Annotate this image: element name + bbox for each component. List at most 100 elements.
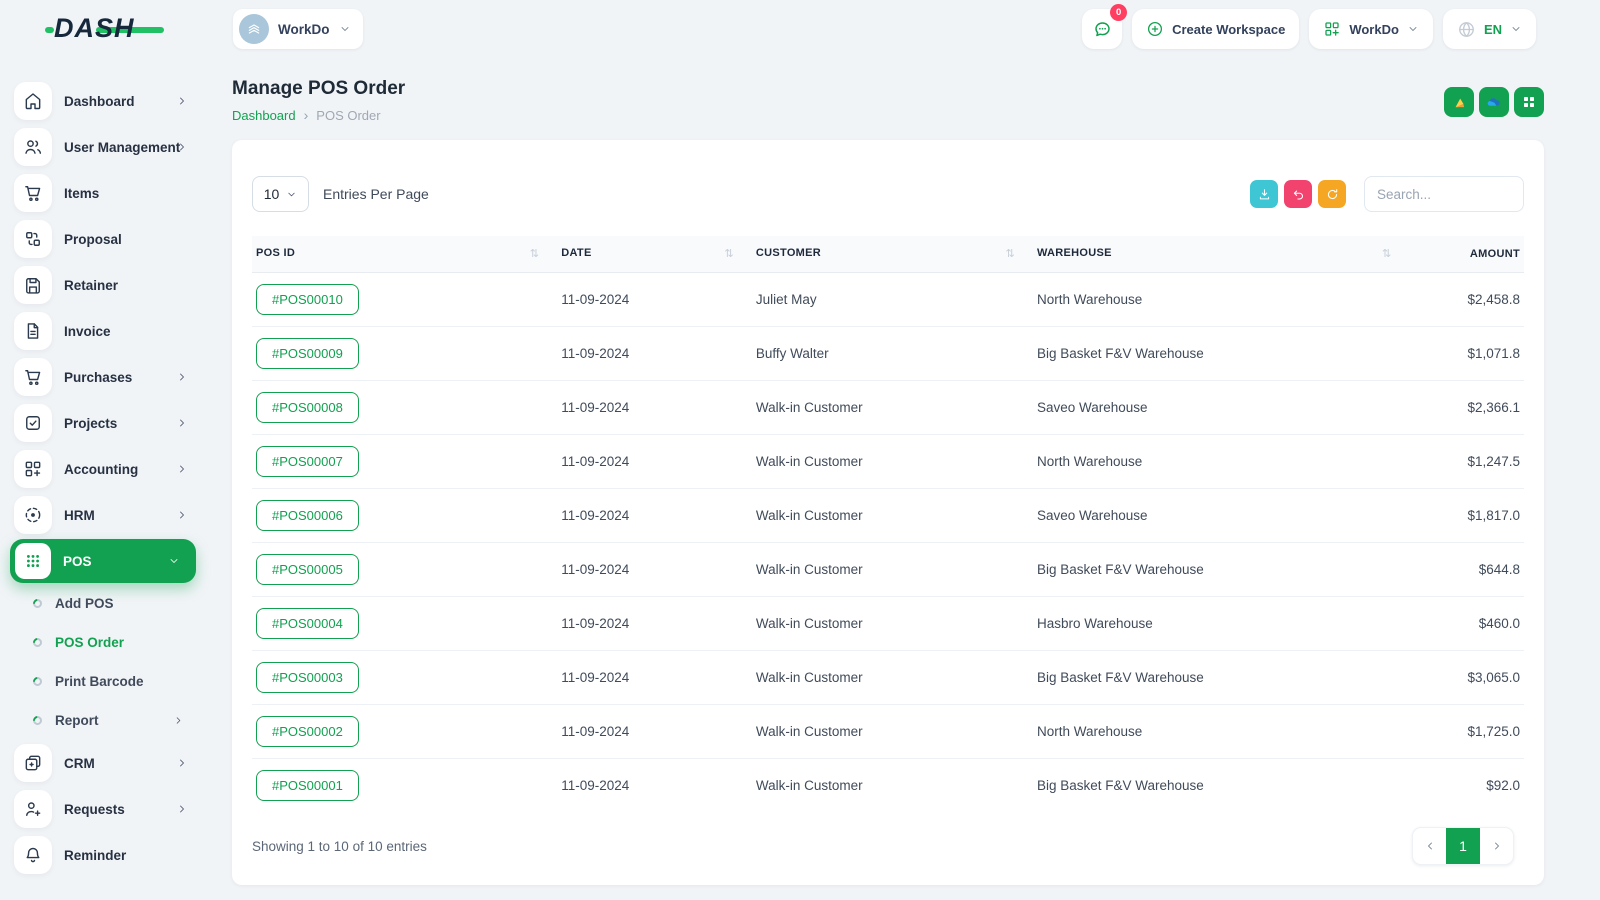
language-selector-button[interactable]: EN: [1442, 9, 1536, 49]
chat-icon: [1094, 21, 1110, 36]
messages-button[interactable]: 0: [1082, 4, 1128, 49]
sort-icon[interactable]: ⇅: [1381, 248, 1392, 261]
onedrive-button[interactable]: [1479, 87, 1509, 117]
pagination-prev-button[interactable]: [1413, 828, 1446, 864]
sidebar-subitem-add-pos[interactable]: Add POS: [0, 584, 210, 623]
target-icon: [14, 496, 52, 534]
workspace-avatar: [239, 14, 269, 44]
sidebar-subitem-pos-order[interactable]: POS Order: [0, 623, 210, 662]
drive-icon: [1455, 98, 1464, 107]
table-row: #POS00006 11-09-2024 Walk-in Customer Sa…: [252, 487, 1524, 542]
cell-warehouse: Big Basket F&V Warehouse: [1032, 649, 1410, 704]
table-body: #POS00010 11-09-2024 Juliet May North Wa…: [252, 271, 1524, 812]
pos-id-link[interactable]: #POS00009: [256, 337, 359, 369]
column-header-amount[interactable]: AMOUNT: [1409, 236, 1524, 272]
sidebar-item-hrm[interactable]: HRM: [0, 492, 210, 538]
layers-icon: [14, 744, 52, 782]
chevron-down-icon: [170, 559, 178, 563]
chevron-down-icon: [288, 192, 295, 196]
cell-warehouse: Saveo Warehouse: [1032, 379, 1410, 434]
sidebar-item-proposal[interactable]: Proposal: [0, 216, 210, 262]
app-selector-button[interactable]: WorkDo: [1309, 9, 1433, 49]
breadcrumb-dashboard-link[interactable]: Dashboard: [232, 107, 296, 123]
cell-amount: $1,817.0: [1409, 487, 1524, 542]
logo-accent-bar: [96, 27, 164, 33]
sidebar-item-items[interactable]: Items: [0, 170, 210, 216]
column-header-warehouse[interactable]: WAREHOUSE ⇅: [1032, 236, 1410, 272]
create-workspace-label: Create Workspace: [1172, 21, 1286, 37]
cell-date: 11-09-2024: [557, 379, 752, 434]
entries-per-page-select[interactable]: 10: [252, 176, 309, 212]
sidebar-item-crm[interactable]: CRM: [0, 740, 210, 786]
chevron-left-icon: [1427, 842, 1432, 850]
chevron-right-icon: [180, 759, 184, 767]
export-button[interactable]: [1250, 180, 1278, 208]
column-header-date[interactable]: DATE ⇅: [557, 236, 752, 272]
table-row: #POS00005 11-09-2024 Walk-in Customer Bi…: [252, 541, 1524, 596]
cell-amount: $1,071.8: [1409, 325, 1524, 380]
sidebar-subitem-report[interactable]: Report: [0, 701, 210, 740]
sidebar-item-user-management[interactable]: User Management: [0, 124, 210, 170]
google-drive-button[interactable]: [1444, 87, 1474, 117]
column-header-customer[interactable]: CUSTOMER ⇅: [751, 236, 1033, 272]
chevron-right-icon: [180, 373, 184, 381]
cell-customer: Walk-in Customer: [751, 757, 1033, 812]
search-input[interactable]: [1364, 176, 1524, 212]
cell-date: 11-09-2024: [557, 325, 752, 380]
cell-warehouse: Hasbro Warehouse: [1032, 595, 1410, 650]
sidebar-item-dashboard[interactable]: Dashboard: [0, 78, 210, 124]
sidebar-item-reminder[interactable]: Reminder: [0, 832, 210, 878]
language-label: EN: [1483, 21, 1502, 37]
workspace-selector[interactable]: WorkDo: [233, 9, 363, 49]
refresh-button[interactable]: [1318, 180, 1346, 208]
user-plus-icon: [14, 790, 52, 828]
sort-icon[interactable]: ⇅: [724, 248, 734, 261]
table-row: #POS00007 11-09-2024 Walk-in Customer No…: [252, 433, 1524, 488]
bullet-icon: [31, 714, 44, 727]
reset-button[interactable]: [1284, 180, 1312, 208]
sidebar-item-pos[interactable]: POS: [10, 539, 196, 583]
column-header-pos-id[interactable]: POS ID ⇅: [252, 236, 558, 272]
cell-customer: Walk-in Customer: [751, 703, 1033, 758]
chevron-down-icon: [1512, 27, 1520, 31]
pos-id-link[interactable]: #POS00008: [256, 391, 359, 423]
pos-id-link[interactable]: #POS00010: [256, 283, 359, 315]
entries-value: 10: [263, 186, 280, 202]
cell-date: 11-09-2024: [557, 433, 752, 488]
chevron-right-icon: [1494, 842, 1499, 850]
undo-icon: [1293, 190, 1303, 200]
cell-amount: $2,366.1: [1409, 379, 1524, 434]
pos-id-link[interactable]: #POS00002: [256, 715, 359, 747]
sort-icon[interactable]: ⇅: [529, 248, 540, 261]
bullet-icon: [31, 636, 44, 649]
pos-id-link[interactable]: #POS00004: [256, 607, 359, 639]
sidebar-item-purchases[interactable]: Purchases: [0, 354, 210, 400]
brand-logo[interactable]: DASH: [45, 13, 164, 45]
sidebar-item-retainer[interactable]: Retainer: [0, 262, 210, 308]
cell-customer: Buffy Walter: [751, 325, 1033, 380]
cell-amount: $92.0: [1409, 757, 1524, 812]
pos-id-link[interactable]: #POS00007: [256, 445, 359, 477]
pos-id-link[interactable]: #POS00006: [256, 499, 359, 531]
pos-id-link[interactable]: #POS00001: [256, 769, 359, 801]
create-workspace-button[interactable]: Create Workspace: [1132, 9, 1300, 49]
sort-icon[interactable]: ⇅: [1005, 248, 1015, 261]
grid-view-button[interactable]: [1514, 87, 1544, 117]
chevron-right-icon: [180, 143, 184, 151]
pagination-page-1[interactable]: 1: [1446, 828, 1480, 864]
table-row: #POS00002 11-09-2024 Walk-in Customer No…: [252, 703, 1524, 758]
sidebar-item-projects[interactable]: Projects: [0, 400, 210, 446]
sidebar-item-invoice[interactable]: Invoice: [0, 308, 210, 354]
sidebar-item-requests[interactable]: Requests: [0, 786, 210, 832]
sidebar-subitem-print-barcode[interactable]: Print Barcode: [0, 662, 210, 701]
pos-id-link[interactable]: #POS00003: [256, 661, 359, 693]
cell-warehouse: North Warehouse: [1032, 271, 1410, 326]
topbar-actions: 0 Create Workspace WorkDo EN: [1082, 4, 1536, 49]
home-icon: [14, 82, 52, 120]
sidebar-item-accounting[interactable]: Accounting: [0, 446, 210, 492]
pos-id-link[interactable]: #POS00005: [256, 553, 359, 585]
pagination-next-button[interactable]: [1480, 828, 1513, 864]
sidebar: Dashboard User Management Items Proposal…: [0, 58, 210, 900]
table-row: #POS00004 11-09-2024 Walk-in Customer Ha…: [252, 595, 1524, 650]
cell-date: 11-09-2024: [557, 487, 752, 542]
